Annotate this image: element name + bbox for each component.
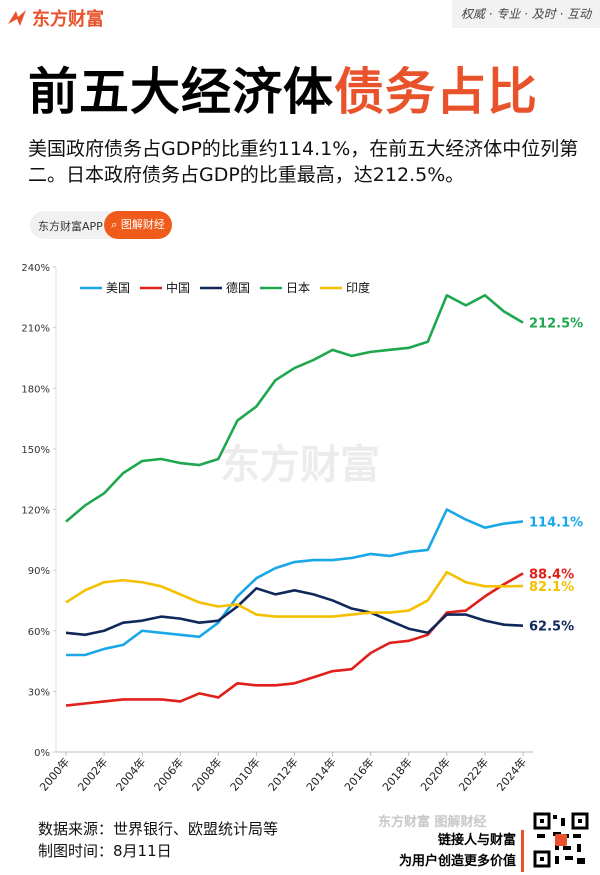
divider [521, 830, 524, 872]
end-label: 62.5% [529, 620, 574, 635]
series-line [65, 293, 524, 523]
legend-label: 美国 [106, 281, 130, 295]
title-main: 前五大经济体 [28, 63, 334, 121]
tag-app: 东方财富APP [38, 220, 103, 233]
footer-info: 数据来源：世界银行、欧盟统计局等 制图时间：8月11日 [38, 818, 278, 862]
series-line [65, 587, 524, 637]
logo: 东方财富 [6, 5, 104, 31]
x-tick-label: 2004年 [113, 755, 149, 794]
x-tick-label: 2006年 [151, 755, 187, 794]
series-line [65, 570, 524, 618]
x-tick-label: 2002年 [75, 755, 111, 794]
end-label: 82.1% [529, 580, 574, 595]
slogan-line: 链接人与财富 [437, 833, 516, 848]
y-tick-label: 90% [28, 566, 50, 577]
series-line [66, 508, 524, 657]
end-label: 114.1% [529, 515, 583, 530]
date: 制图时间：8月11日 [38, 842, 172, 860]
tag-bar: 东方财富APP ⌕ 图解财经 [30, 211, 172, 239]
x-tick-label: 2014年 [303, 755, 339, 794]
x-tick-label: 2010年 [227, 755, 263, 794]
subtitle: 美国政府债务占GDP的比重约114.1%，在前五大经济体中位列第二。日本政府债务… [28, 138, 579, 186]
end-label: 212.5% [529, 317, 583, 332]
y-tick-label: 120% [21, 506, 50, 517]
tag-topic[interactable]: ⌕ 图解财经 [104, 211, 172, 239]
x-tick-label: 2024年 [494, 755, 530, 794]
x-tick-label: 2012年 [265, 755, 301, 794]
x-tick-label: 2008年 [189, 755, 225, 794]
legend-label: 日本 [286, 281, 310, 295]
x-tick-label: 2018年 [379, 755, 415, 794]
y-tick-label: 180% [21, 384, 50, 395]
footer-watermark: 东方财富 图解财经 [378, 815, 487, 830]
title-highlight: 债务占比 [334, 63, 538, 121]
qr-code [533, 812, 589, 868]
logo-icon [8, 10, 26, 26]
source: 数据来源：世界银行、欧盟统计局等 [38, 820, 279, 838]
watermark: 东方财富 [220, 442, 380, 488]
legend-label: 印度 [346, 280, 370, 295]
x-tick-label: 2000年 [37, 755, 73, 794]
title: 前五大经济体债务占比 [28, 52, 538, 124]
legend-label: 中国 [166, 280, 190, 295]
slogan-line: 为用户创造更多价值 [398, 854, 516, 869]
series-line [65, 572, 524, 707]
tag-topic-text: 图解财经 [120, 218, 165, 231]
y-tick-label: 0% [34, 748, 50, 759]
y-tick-label: 240% [21, 263, 50, 274]
x-tick-label: 2020年 [417, 755, 453, 794]
y-tick-label: 30% [28, 687, 50, 698]
legend-label: 德国 [226, 280, 250, 295]
y-tick-label: 60% [28, 627, 50, 638]
x-tick-label: 2022年 [455, 755, 491, 794]
footer-slogan: 链接人与财富 为用户创造更多价值 [380, 830, 516, 872]
logo-text: 东方财富 [32, 9, 104, 30]
slogan: 权威 · 专业 · 及时 · 互动 [452, 0, 600, 28]
y-tick-label: 150% [21, 445, 50, 456]
y-tick-label: 210% [21, 324, 50, 335]
end-label: 88.4% [529, 567, 574, 582]
x-tick-label: 2016年 [341, 755, 377, 794]
